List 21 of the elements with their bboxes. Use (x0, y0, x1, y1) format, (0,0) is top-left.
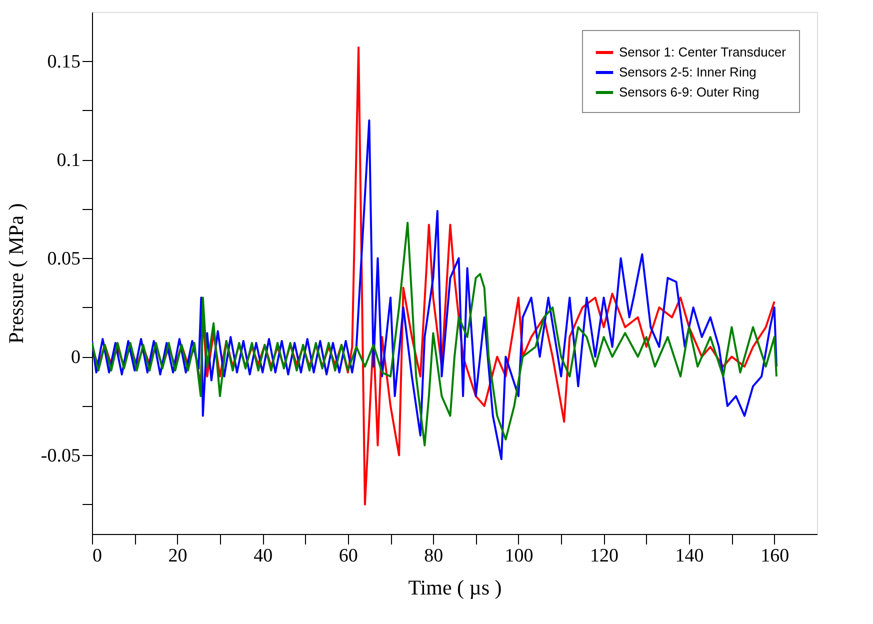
y-tick-label: 0.05 (47, 248, 80, 270)
y-tick-label: 0.1 (56, 150, 80, 172)
legend-label: Sensor 1: Center Transducer (619, 44, 787, 60)
x-tick-label: 80 (424, 546, 444, 566)
legend-label: Sensors 2-5: Inner Ring (619, 64, 756, 80)
legend-label: Sensors 6-9: Outer Ring (619, 84, 760, 100)
y-tick-label: 0 (71, 347, 80, 368)
x-tick-label: 60 (338, 546, 358, 566)
x-tick-label: 140 (675, 546, 704, 566)
x-tick-label: 160 (760, 546, 790, 566)
x-tick-label: 120 (590, 546, 619, 566)
x-tick-label: 100 (504, 546, 534, 566)
line-series (92, 119, 778, 460)
x-tick-label: 40 (254, 546, 273, 566)
x-axis-title: Time ( µs ) (408, 576, 502, 600)
y-axis-title: Pressure ( MPa ) (4, 203, 28, 344)
y-tick-label: 0.15 (47, 52, 80, 73)
x-tick-label: 0 (92, 546, 102, 566)
line-series (92, 222, 778, 446)
y-tick-label: -0.05 (40, 446, 80, 467)
x-tick-label: 20 (168, 546, 188, 566)
